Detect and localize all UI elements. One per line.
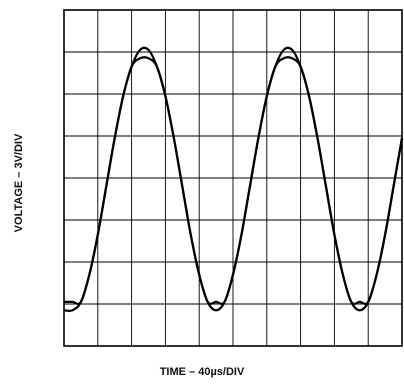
chart-grid <box>64 10 402 346</box>
chart-traces <box>63 46 404 313</box>
y-axis-label: VOLTAGE – 3V/DIV <box>13 133 25 233</box>
plot-frame <box>63 9 403 347</box>
trace-clipped-output <box>63 56 404 305</box>
x-axis-label: TIME – 40µs/DIV <box>159 366 245 378</box>
